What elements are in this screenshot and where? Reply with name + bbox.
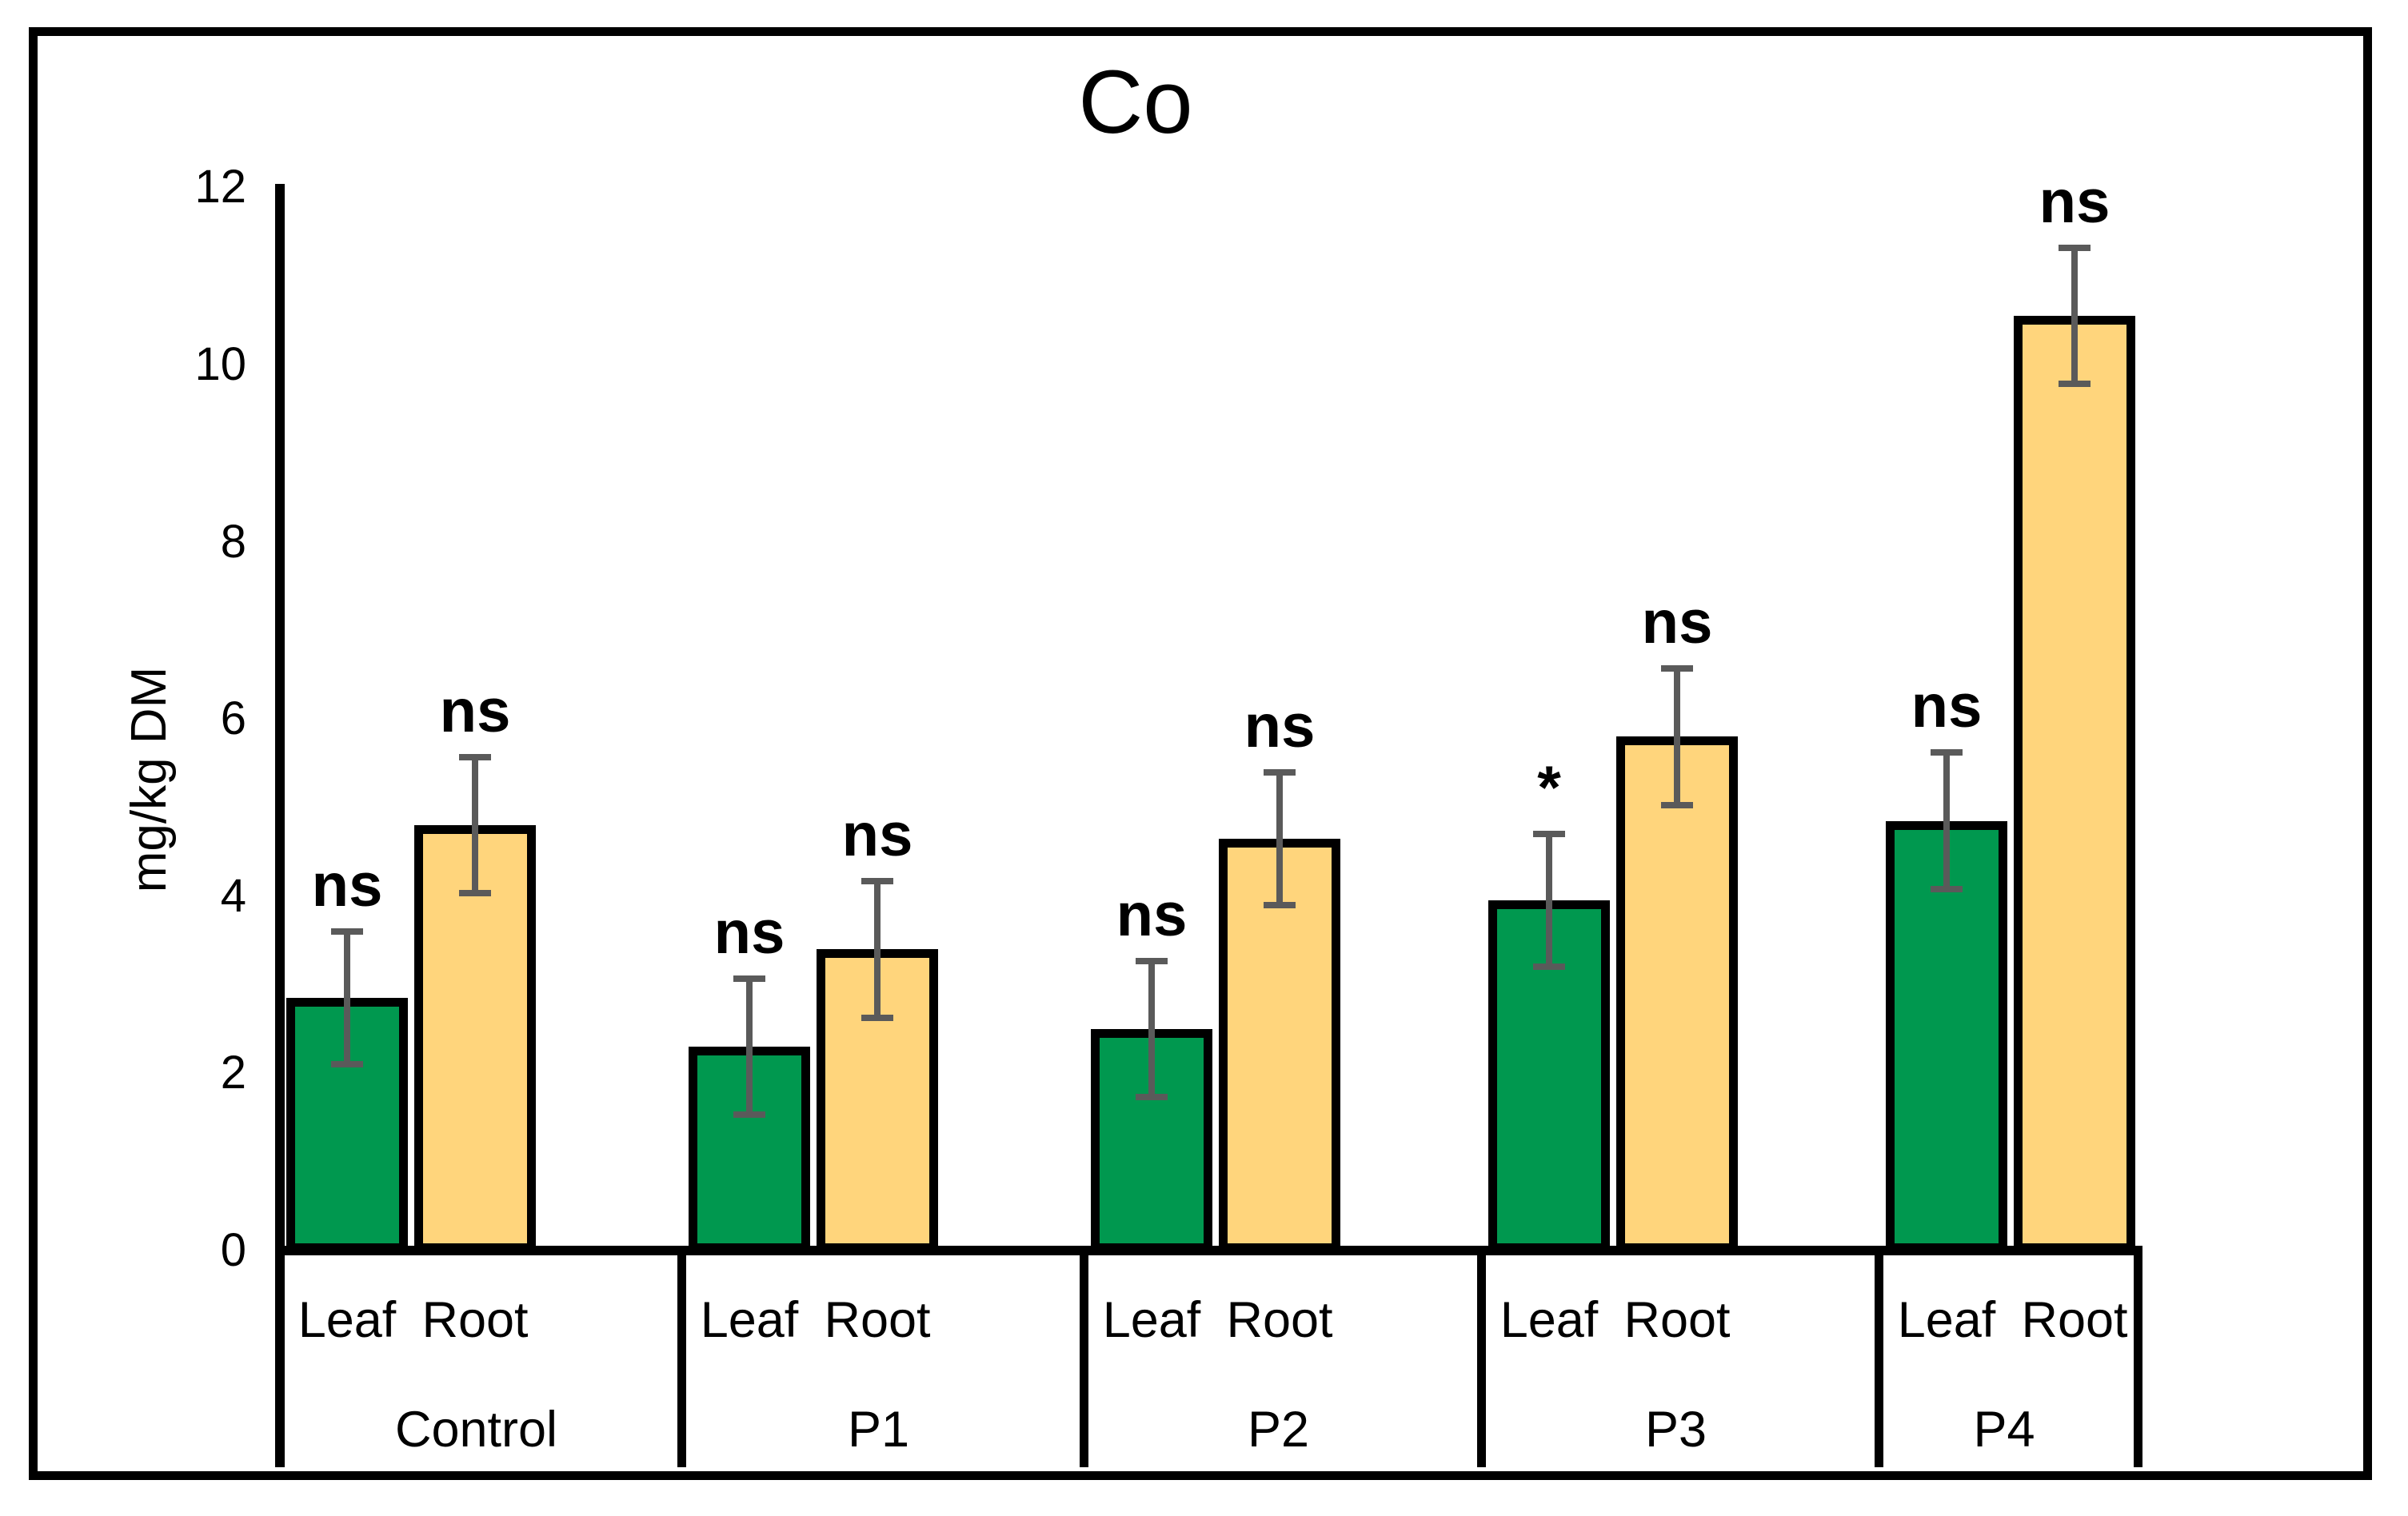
- bar-root-control: [414, 825, 536, 1252]
- error-bar-cap-bottom: [733, 1111, 765, 1118]
- error-bar-cap-top: [1533, 831, 1565, 837]
- significance-annotation: ns: [713, 899, 785, 967]
- error-bar-cap-top: [861, 878, 893, 884]
- y-tick-label: 2: [220, 1047, 246, 1099]
- group-label: P3: [1644, 1402, 1707, 1458]
- significance-annotation: ns: [1116, 881, 1188, 949]
- error-bar-cap-bottom: [331, 1061, 363, 1067]
- subcategory-label: Leaf: [1897, 1292, 1996, 1348]
- error-bar-cap-top: [1264, 769, 1296, 776]
- bar-leaf-p3: [1488, 900, 1610, 1252]
- error-bar-cap-bottom: [1661, 802, 1693, 808]
- chart-title: Co: [1078, 52, 1193, 152]
- subcategory-label: Leaf: [700, 1292, 799, 1348]
- error-bar-cap-top: [331, 928, 363, 935]
- subcategory-label: Root: [1623, 1292, 1731, 1348]
- y-tick-label: 12: [194, 161, 246, 213]
- category-divider: [1875, 1255, 1883, 1467]
- significance-annotation: ns: [1911, 672, 1983, 740]
- error-bar-line: [874, 881, 881, 1018]
- error-bar-cap-top: [2059, 245, 2091, 251]
- error-bar-line: [1276, 772, 1283, 905]
- significance-annotation: ns: [2039, 168, 2110, 236]
- error-bar-cap-bottom: [861, 1015, 893, 1021]
- error-bar-line: [1546, 834, 1552, 967]
- significance-annotation: ns: [311, 852, 383, 920]
- error-bar-cap-top: [733, 975, 765, 982]
- y-axis-label: mg/kg DM: [122, 666, 177, 893]
- subcategory-label: Root: [2021, 1292, 2128, 1348]
- group-label: Control: [394, 1402, 558, 1458]
- significance-annotation: *: [1537, 754, 1561, 822]
- y-tick-label: 0: [220, 1224, 246, 1276]
- y-tick-label: 8: [220, 516, 246, 568]
- subcategory-label: Root: [421, 1292, 529, 1348]
- error-bar-cap-bottom: [1533, 963, 1565, 970]
- subcategory-label: Leaf: [298, 1292, 397, 1348]
- error-bar-cap-top: [1931, 749, 1963, 756]
- significance-annotation: ns: [1641, 588, 1713, 656]
- subcategory-label: Root: [1226, 1292, 1333, 1348]
- error-bar-line: [1148, 961, 1155, 1098]
- subcategory-label: Leaf: [1500, 1292, 1599, 1348]
- group-label: P2: [1247, 1402, 1310, 1458]
- group-label: P1: [847, 1402, 910, 1458]
- category-divider: [2134, 1255, 2142, 1467]
- significance-annotation: ns: [1244, 692, 1316, 760]
- error-bar-line: [344, 932, 350, 1064]
- error-bar-line: [746, 979, 753, 1115]
- error-bar-cap-top: [1136, 958, 1168, 964]
- category-divider: [1477, 1255, 1486, 1467]
- subcategory-label: Leaf: [1102, 1292, 1201, 1348]
- significance-annotation: ns: [439, 677, 511, 745]
- bar-leaf-p4: [1886, 821, 2007, 1252]
- y-axis-line: [275, 184, 285, 1467]
- bar-root-p4: [2014, 316, 2135, 1252]
- error-bar-cap-bottom: [459, 890, 491, 896]
- figure-border: [29, 27, 2372, 1480]
- error-bar-line: [2071, 248, 2078, 385]
- error-bar-cap-bottom: [2059, 381, 2091, 387]
- y-tick-label: 4: [220, 870, 246, 922]
- error-bar-line: [1674, 668, 1680, 805]
- group-label: P4: [1973, 1402, 2035, 1458]
- y-tick-label: 6: [220, 692, 246, 744]
- error-bar-cap-bottom: [1136, 1094, 1168, 1100]
- subcategory-label: Root: [824, 1292, 931, 1348]
- category-divider: [677, 1255, 686, 1467]
- error-bar-cap-top: [1661, 665, 1693, 672]
- category-divider: [1080, 1255, 1088, 1467]
- error-bar-cap-top: [459, 754, 491, 760]
- error-bar-line: [472, 757, 478, 894]
- error-bar-line: [1943, 752, 1950, 889]
- error-bar-cap-bottom: [1931, 886, 1963, 892]
- error-bar-cap-bottom: [1264, 902, 1296, 908]
- bar-root-p3: [1616, 736, 1738, 1252]
- significance-annotation: ns: [841, 801, 913, 869]
- y-tick-label: 10: [194, 338, 246, 390]
